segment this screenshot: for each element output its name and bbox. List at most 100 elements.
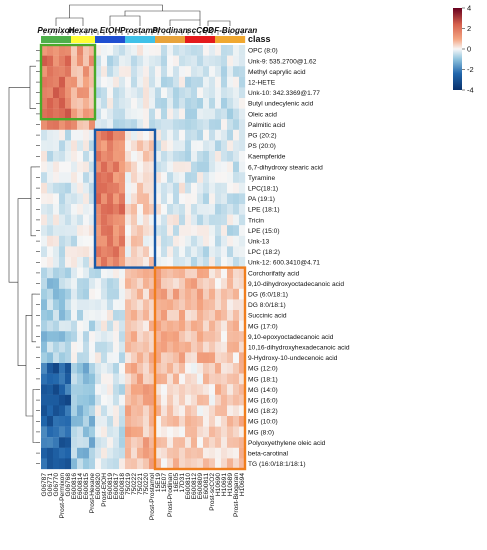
heatmap-cell [203, 119, 210, 130]
heatmap-cell [131, 193, 138, 205]
heatmap-cell [107, 363, 114, 374]
heatmap-cell [137, 129, 144, 141]
heatmap-cell [161, 76, 168, 88]
heatmap-cell [53, 161, 60, 173]
heatmap-cell [155, 331, 162, 342]
heatmap-cell [77, 363, 84, 374]
heatmap-cell [197, 458, 204, 470]
heatmap-cell [197, 416, 204, 427]
heatmap-cell [137, 447, 144, 459]
heatmap-cell [119, 394, 126, 406]
heatmap-cell [83, 310, 90, 321]
heatmap-cell [239, 352, 246, 364]
heatmap-cell [167, 119, 174, 130]
heatmap-cell [173, 352, 180, 364]
heatmap-cell [149, 66, 156, 77]
heatmap-cell [161, 310, 168, 321]
heatmap-cell [179, 119, 186, 130]
heatmap-cell [161, 363, 168, 374]
heatmap-cell [203, 299, 210, 311]
heatmap-cell [209, 373, 216, 385]
heatmap-cell [125, 310, 132, 321]
heatmap-cell [89, 235, 96, 247]
heatmap-cell [83, 320, 90, 332]
column-label: 15E07 [161, 473, 168, 492]
heatmap-cell [155, 66, 162, 77]
heatmap-cell [107, 214, 114, 226]
column-label: 15E19 [155, 473, 162, 492]
row-dendrogram [8, 50, 40, 464]
heatmap-cell [101, 214, 108, 226]
heatmap-cell [83, 98, 90, 109]
heatmap-cell [77, 140, 84, 152]
row-label: LPE (15:0) [248, 228, 280, 235]
heatmap-cell [185, 76, 192, 88]
heatmap-cell [179, 352, 186, 364]
heatmap-cell [203, 235, 210, 247]
heatmap-cell [77, 288, 84, 300]
heatmap-cell [101, 458, 108, 470]
heatmap-cell [41, 119, 48, 130]
heatmap-cell [155, 437, 162, 448]
heatmap-cell [221, 45, 228, 56]
heatmap-cell [233, 363, 240, 374]
heatmap-cell [167, 288, 174, 300]
heatmap-cell [107, 55, 114, 67]
heatmap-cell [167, 66, 174, 77]
column-label: 750220 [143, 473, 150, 495]
heatmap-cell [113, 426, 120, 438]
heatmap-cell [137, 161, 144, 173]
heatmap-cell [119, 384, 126, 395]
heatmap-cell [173, 341, 180, 353]
heatmap-cell [221, 119, 228, 130]
heatmap-cell [179, 45, 186, 56]
heatmap-cell [101, 331, 108, 342]
heatmap-cell [47, 151, 54, 162]
heatmap-cell [65, 426, 72, 438]
heatmap-cell [119, 278, 126, 289]
heatmap-cell [137, 151, 144, 162]
heatmap-cell [113, 161, 120, 173]
heatmap-cell [125, 214, 132, 226]
heatmap-cell [185, 140, 192, 152]
heatmap-cell [179, 288, 186, 300]
heatmap-cell [71, 98, 78, 109]
heatmap-cell [119, 363, 126, 374]
heatmap-cell [161, 45, 168, 56]
class-bar-cell [197, 36, 204, 43]
heatmap-cell [83, 373, 90, 385]
heatmap-cell [59, 108, 66, 120]
heatmap-cell [119, 235, 126, 247]
heatmap-cell [101, 87, 108, 99]
heatmap-cell [227, 384, 234, 395]
heatmap-cell [209, 76, 216, 88]
heatmap-cell [227, 235, 234, 247]
heatmap-cell [143, 151, 150, 162]
column-label: Prost-Hexane [89, 473, 96, 514]
heatmap-cell [155, 373, 162, 385]
heatmap-cell [155, 55, 162, 67]
dendrogram-branch [31, 293, 36, 343]
heatmap-cell [53, 320, 60, 332]
heatmap-cell [131, 225, 138, 236]
heatmap-cell [131, 320, 138, 332]
heatmap-cell [215, 119, 222, 130]
heatmap-cell [47, 288, 54, 300]
heatmap-cell [119, 76, 126, 88]
heatmap-cell [185, 161, 192, 173]
heatmap-cell [89, 373, 96, 385]
heatmap-cell [131, 108, 138, 120]
row-label: TG (16:0/18:1/18:1) [248, 461, 306, 468]
column-label: E600809 [197, 473, 204, 500]
heatmap-cell [71, 225, 78, 236]
heatmap-cell [179, 76, 186, 88]
heatmap-cell [143, 437, 150, 448]
heatmap-cell [239, 246, 246, 258]
class-bar-cell [227, 36, 234, 43]
heatmap-cell [95, 352, 102, 364]
heatmap-cell [137, 394, 144, 406]
heatmap-cell [239, 55, 246, 67]
heatmap-cell [95, 204, 102, 215]
heatmap-cell [131, 458, 138, 470]
heatmap-cell [173, 98, 180, 109]
